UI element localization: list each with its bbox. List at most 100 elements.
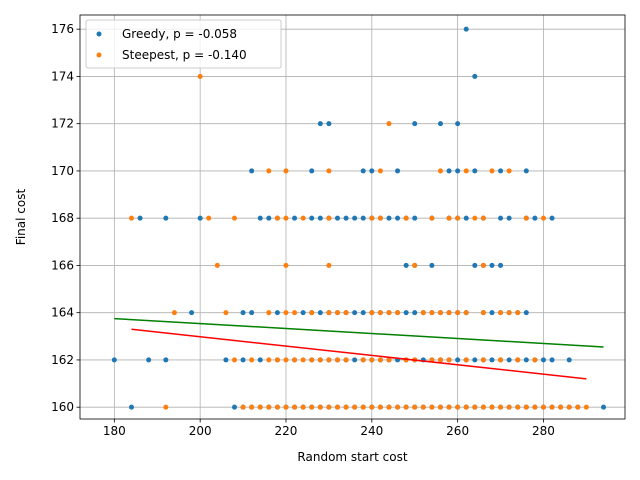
data-point: [472, 404, 478, 410]
data-point: [317, 121, 323, 127]
legend-label-greedy: Greedy, p = -0.058: [122, 27, 237, 41]
data-point: [257, 215, 263, 221]
data-point: [463, 215, 469, 221]
data-point: [266, 357, 272, 363]
data-point: [455, 168, 461, 174]
data-point: [549, 404, 555, 410]
data-point: [515, 310, 521, 316]
data-point: [300, 310, 306, 316]
data-point: [437, 168, 443, 174]
data-point: [463, 310, 469, 316]
data-point: [472, 168, 478, 174]
data-point: [352, 404, 358, 410]
data-point: [540, 357, 546, 363]
y-axis-ticks: 160 162 164 166 168 170 172 174 176: [51, 22, 80, 414]
data-point: [223, 310, 229, 316]
data-point: [455, 357, 461, 363]
data-point: [377, 404, 383, 410]
data-point: [266, 310, 272, 316]
data-point: [489, 404, 495, 410]
data-point: [231, 215, 237, 221]
data-point: [266, 168, 272, 174]
data-point: [326, 310, 332, 316]
data-point: [189, 310, 195, 316]
x-tick-label: 180: [103, 424, 126, 438]
data-point: [300, 215, 306, 221]
data-point: [377, 357, 383, 363]
data-point: [240, 404, 246, 410]
data-point: [334, 310, 340, 316]
data-point: [446, 404, 452, 410]
data-point: [515, 404, 521, 410]
data-point: [274, 404, 280, 410]
data-point: [249, 404, 255, 410]
y-tick-label: 160: [51, 400, 74, 414]
data-point: [583, 404, 589, 410]
data-point: [506, 404, 512, 410]
data-point: [395, 215, 401, 221]
data-point: [489, 262, 495, 268]
data-point: [343, 404, 349, 410]
data-point: [274, 357, 280, 363]
series-points: [111, 26, 607, 410]
legend-label-steepest: Steepest, p = -0.140: [122, 48, 247, 62]
data-point: [317, 215, 323, 221]
plot-frame: [79, 14, 626, 420]
data-point: [309, 215, 315, 221]
data-point: [395, 310, 401, 316]
data-point: [403, 404, 409, 410]
data-point: [532, 357, 538, 363]
data-point: [128, 404, 134, 410]
data-point: [369, 168, 375, 174]
data-point: [412, 404, 418, 410]
data-point: [601, 404, 607, 410]
data-point: [575, 404, 581, 410]
data-point: [429, 262, 435, 268]
data-point: [403, 215, 409, 221]
data-point: [249, 168, 255, 174]
data-point: [249, 357, 255, 363]
data-point: [523, 310, 529, 316]
data-point: [498, 168, 504, 174]
data-point: [523, 404, 529, 410]
data-point: [283, 168, 289, 174]
data-point: [437, 357, 443, 363]
data-point: [360, 310, 366, 316]
data-point: [395, 168, 401, 174]
data-point: [498, 215, 504, 221]
series-1: [128, 73, 589, 410]
data-point: [455, 310, 461, 316]
data-point: [360, 215, 366, 221]
data-point: [523, 168, 529, 174]
data-point: [506, 310, 512, 316]
data-point: [292, 215, 298, 221]
data-point: [377, 310, 383, 316]
y-tick-label: 170: [51, 164, 74, 178]
data-point: [352, 215, 358, 221]
y-tick-label: 166: [51, 258, 74, 272]
data-point: [369, 215, 375, 221]
y-axis-label: Final cost: [14, 189, 28, 246]
y-tick-label: 162: [51, 353, 74, 367]
data-point: [446, 310, 452, 316]
data-point: [171, 310, 177, 316]
data-point: [489, 168, 495, 174]
data-point: [283, 310, 289, 316]
data-point: [489, 310, 495, 316]
data-point: [437, 404, 443, 410]
data-point: [472, 262, 478, 268]
data-point: [317, 357, 323, 363]
data-point: [455, 215, 461, 221]
data-point: [412, 215, 418, 221]
data-point: [566, 404, 572, 410]
data-point: [231, 404, 237, 410]
data-point: [369, 404, 375, 410]
data-point: [274, 215, 280, 221]
data-point: [369, 357, 375, 363]
data-point: [489, 357, 495, 363]
data-point: [506, 215, 512, 221]
data-point: [498, 310, 504, 316]
data-point: [532, 215, 538, 221]
data-point: [463, 404, 469, 410]
data-point: [326, 168, 332, 174]
